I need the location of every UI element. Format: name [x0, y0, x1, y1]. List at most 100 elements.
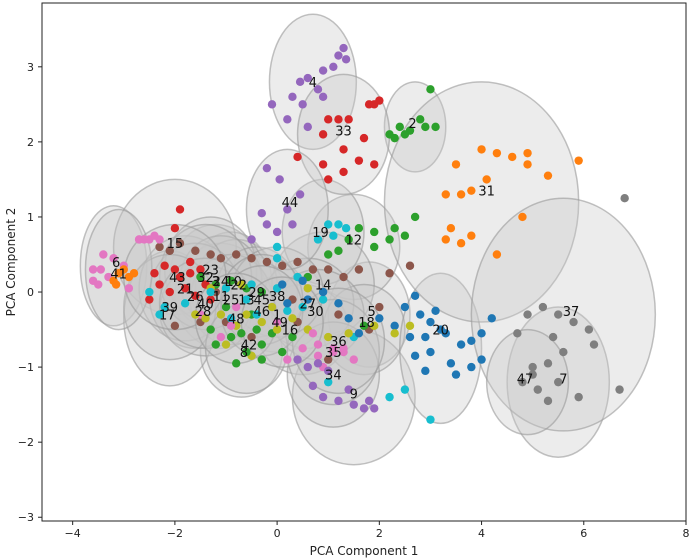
x-tick-label: 0: [274, 527, 281, 540]
data-point: [257, 209, 266, 218]
data-point: [477, 329, 486, 338]
data-point: [303, 122, 312, 132]
data-point: [538, 302, 548, 312]
cluster-label-46: 46: [254, 305, 271, 320]
data-point: [134, 235, 144, 244]
x-axis-label: PCA Component 1: [310, 544, 419, 558]
data-point: [99, 250, 108, 259]
data-point: [232, 359, 241, 368]
data-point: [257, 355, 266, 364]
data-point: [543, 171, 553, 180]
data-point: [216, 310, 226, 319]
data-point: [313, 359, 323, 368]
data-point: [257, 340, 266, 349]
data-point: [226, 321, 236, 331]
data-point: [410, 351, 420, 361]
cluster-label-1: 1: [273, 309, 281, 324]
cluster-label-9: 9: [350, 387, 358, 402]
data-point: [543, 359, 553, 368]
data-point: [318, 392, 328, 402]
data-point: [247, 235, 256, 244]
data-point: [344, 314, 353, 323]
y-tick-label: 0: [27, 286, 34, 299]
data-point: [308, 329, 318, 338]
data-point: [370, 321, 379, 331]
data-point: [293, 152, 302, 162]
data-point: [344, 115, 353, 124]
data-point: [313, 85, 323, 94]
data-point: [119, 265, 128, 274]
data-point: [313, 351, 323, 361]
cluster-label-16: 16: [282, 324, 299, 339]
data-point: [170, 265, 180, 274]
data-point: [405, 261, 415, 270]
data-point: [523, 148, 532, 158]
x-tick-label: 6: [580, 527, 587, 540]
data-point: [523, 310, 532, 319]
data-point: [272, 242, 282, 252]
data-point: [196, 265, 205, 274]
data-point: [375, 314, 384, 323]
data-point: [232, 250, 241, 259]
cluster-label-13: 13: [238, 294, 255, 309]
scatter-points: [88, 43, 629, 424]
data-point: [308, 265, 318, 274]
data-point: [237, 280, 246, 289]
plot-frame: [41, 2, 687, 522]
data-point: [283, 115, 292, 124]
cluster-label-48: 48: [228, 312, 245, 327]
data-point: [165, 246, 174, 255]
data-point: [385, 235, 394, 244]
data-point: [257, 287, 266, 297]
cluster-label-11: 11: [213, 290, 230, 305]
data-point: [334, 246, 343, 255]
data-point: [370, 242, 379, 252]
data-point: [275, 175, 284, 184]
data-point: [175, 205, 185, 214]
data-point: [283, 306, 292, 315]
data-point: [341, 55, 351, 64]
data-point: [574, 392, 583, 402]
data-point: [400, 130, 410, 139]
data-point: [324, 175, 333, 184]
data-point: [548, 332, 558, 342]
cluster-label-19: 19: [312, 226, 329, 241]
data-point: [272, 254, 282, 263]
data-point: [441, 235, 450, 244]
cluster-label-10: 10: [225, 275, 242, 290]
cluster-label-44: 44: [282, 196, 299, 211]
data-point: [318, 295, 328, 304]
data-point: [324, 265, 333, 274]
data-point: [324, 115, 333, 124]
data-point: [385, 392, 394, 402]
data-point: [523, 160, 532, 169]
data-point: [298, 100, 307, 109]
data-point: [354, 156, 364, 165]
data-point: [278, 347, 287, 357]
data-point: [426, 317, 435, 327]
data-point: [492, 148, 502, 158]
data-point: [252, 310, 261, 319]
data-point: [232, 302, 241, 312]
data-point: [324, 377, 333, 387]
data-point: [191, 246, 200, 255]
data-point: [395, 122, 404, 132]
cluster-label-47: 47: [517, 372, 534, 387]
cluster-label-5: 5: [368, 305, 376, 320]
cluster-label-12: 12: [346, 233, 363, 248]
data-point: [431, 122, 440, 132]
data-point: [426, 85, 435, 94]
data-point: [293, 355, 302, 364]
data-point: [324, 250, 333, 259]
data-point: [160, 302, 169, 312]
data-point: [175, 272, 185, 282]
data-point: [155, 235, 164, 244]
data-point: [359, 321, 369, 331]
cluster-label-3: 3: [212, 275, 220, 290]
data-point: [329, 231, 338, 240]
data-point: [324, 355, 333, 364]
data-point: [410, 291, 420, 300]
data-point: [272, 325, 282, 334]
